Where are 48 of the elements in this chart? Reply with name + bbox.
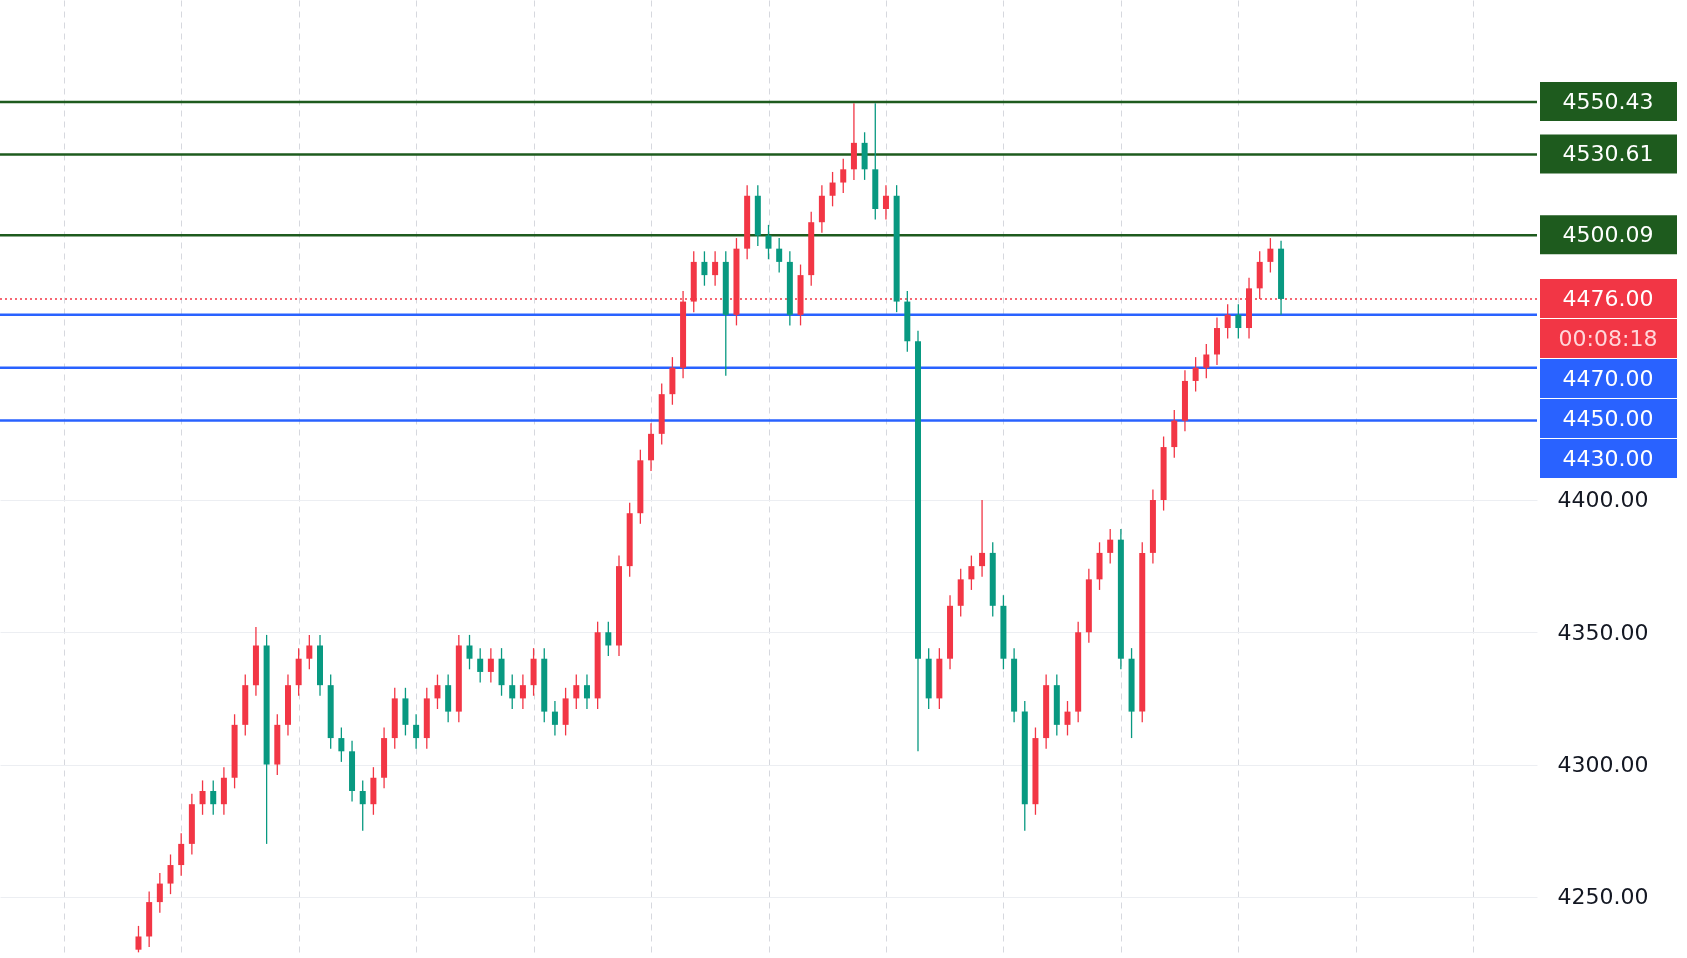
y-tick-label: 4300.00 — [1557, 752, 1649, 778]
candlestick — [979, 499, 986, 578]
ref-line-label: 4430.00 — [1562, 445, 1654, 471]
y-tick-label: 4400.00 — [1557, 487, 1649, 513]
candlestick — [306, 634, 313, 670]
candlestick — [509, 673, 516, 710]
candlestick — [1235, 303, 1242, 340]
candlestick — [210, 779, 217, 816]
candlestick — [1203, 343, 1210, 379]
candlestick — [167, 853, 174, 895]
candlestick — [573, 673, 580, 710]
candlestick — [829, 171, 836, 207]
ref-line-label: 4470.00 — [1562, 365, 1654, 391]
ref-line-label: 4476.00 — [1562, 285, 1654, 311]
candlestick — [487, 647, 494, 684]
candlestick — [605, 621, 612, 657]
ref-line-label: 4500.09 — [1562, 222, 1654, 248]
y-tick-label: 4250.00 — [1557, 884, 1649, 910]
candlestick — [413, 713, 420, 750]
ref-line-label: 4450.00 — [1562, 405, 1654, 431]
candlestick — [712, 250, 719, 287]
candlestick — [765, 224, 772, 260]
candlestick — [701, 250, 708, 287]
candlestick — [968, 554, 975, 591]
ref-line-label: 4550.43 — [1562, 89, 1654, 115]
candlestick — [583, 673, 590, 710]
candlestick — [338, 726, 345, 763]
candlestick — [519, 673, 526, 710]
candlestick — [1064, 700, 1071, 737]
candlestick — [135, 925, 142, 953]
candlestick — [882, 184, 889, 221]
text: 00:08:18 — [1558, 325, 1658, 351]
y-tick-label: 4350.00 — [1557, 619, 1649, 645]
candlestick — [434, 673, 441, 710]
candlestick — [359, 779, 366, 832]
candlestick — [840, 158, 847, 194]
candlestick — [199, 779, 206, 816]
candlestick — [156, 872, 163, 914]
candlestick — [1107, 528, 1114, 565]
candlestick — [1192, 356, 1199, 393]
candlestick — [551, 700, 558, 737]
candlestick — [1224, 303, 1231, 340]
candlestick — [466, 634, 473, 670]
candlestick — [178, 832, 185, 877]
candlestick — [477, 647, 484, 684]
candlestick — [1267, 237, 1274, 274]
candlestick — [776, 237, 783, 274]
ref-line-label: 4530.61 — [1562, 141, 1654, 167]
